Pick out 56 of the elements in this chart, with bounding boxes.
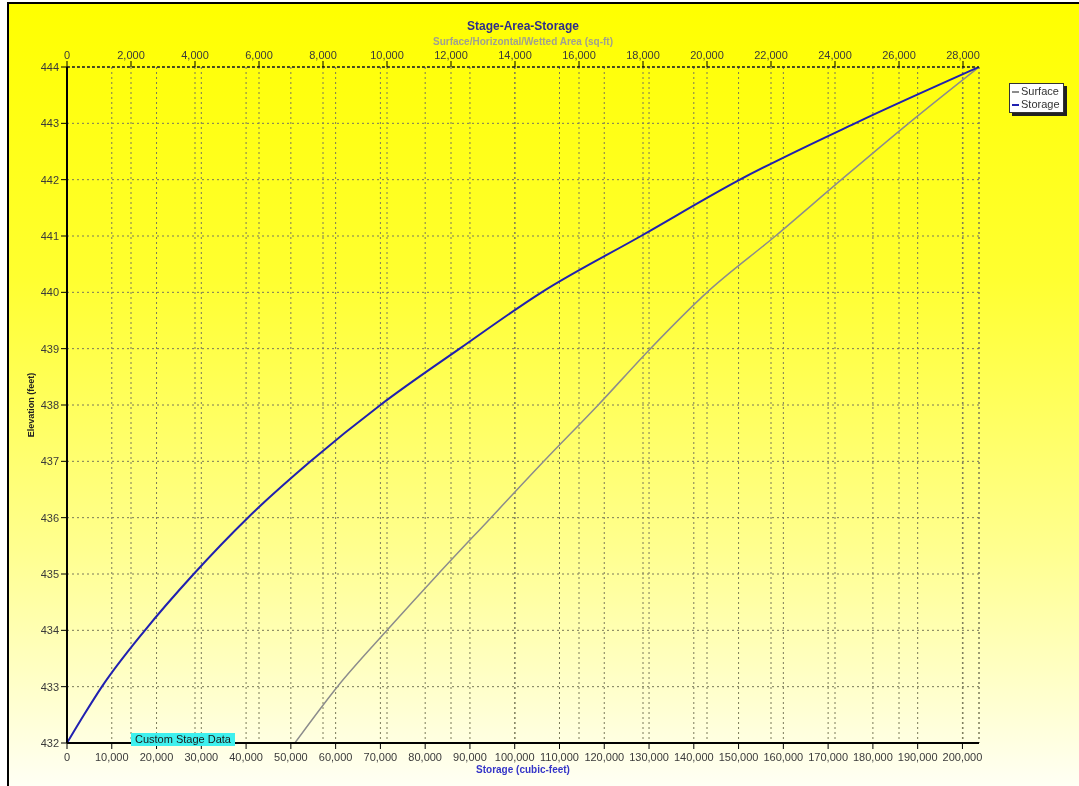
x2-tick-label: 26,000 [882, 49, 916, 61]
x2-tick-label: 10,000 [370, 49, 404, 61]
x-tick-label: 90,000 [453, 750, 487, 763]
y-tick-label: 436 [40, 511, 59, 524]
x-tick-label: 80,000 [408, 750, 442, 763]
x-tick-label: 20,000 [139, 750, 174, 763]
x-tick-label: 160,000 [763, 750, 804, 763]
x-tick-label: 120,000 [584, 750, 625, 763]
x-tick-label: 10,000 [94, 750, 129, 763]
y-tick-label: 433 [40, 680, 59, 693]
x-tick-label: 70,000 [363, 750, 398, 763]
y-tick-label: 441 [40, 229, 59, 242]
x-tick-label: 110,000 [540, 750, 579, 763]
y-tick-label: 438 [40, 398, 59, 411]
legend-label: Storage [1021, 98, 1060, 111]
x2-tick-label: 12,000 [434, 49, 468, 61]
x-tick-label: 40,000 [229, 750, 263, 763]
y-tick-label: 439 [40, 342, 59, 355]
annotation: Custom Stage Data [131, 733, 235, 746]
x-axis-title: Storage (cubic-feet) [476, 764, 570, 775]
y-axis-title: Elevation (feet) [26, 372, 37, 438]
y-tick-label: 442 [40, 173, 59, 186]
x2-tick-label: 0 [63, 49, 71, 61]
x-tick-label: 140,000 [673, 750, 714, 763]
y-tick-label: 432 [40, 736, 59, 749]
x2-tick-label: 16,000 [562, 49, 596, 61]
x-tick-label: 50,000 [274, 750, 308, 763]
x2-tick-label: 4,000 [181, 49, 209, 61]
x-tick-label: 60,000 [318, 750, 353, 763]
y-tick-label: 437 [40, 455, 59, 468]
x-tick-label: 30,000 [184, 750, 219, 763]
x-tick-label: 130,000 [629, 750, 669, 763]
x2-axis-title: Surface/Horizontal/Wetted Area (sq-ft) [432, 36, 614, 48]
y-tick-label: 435 [40, 567, 59, 580]
x-tick-label: 190,000 [897, 750, 938, 763]
x-tick-label: 200,000 [942, 750, 983, 763]
x2-tick-label: 24,000 [818, 49, 852, 61]
x-tick-label: 180,000 [853, 750, 893, 763]
x2-tick-label: 14,000 [498, 49, 532, 61]
x-tick-label: 170,000 [808, 750, 848, 763]
y-tick-label: 443 [40, 117, 59, 130]
x-tick-label: 100,000 [494, 750, 535, 763]
chart-title: Stage-Area-Storage [466, 19, 580, 33]
x-tick-label: 0 [63, 750, 71, 763]
legend-label: Surface [1021, 85, 1059, 98]
x2-tick-label: 20,000 [690, 49, 724, 61]
x2-tick-label: 22,000 [754, 49, 788, 61]
x2-tick-label: 18,000 [626, 49, 660, 61]
x-tick-label: 150,000 [718, 750, 759, 763]
y-tick-label: 444 [40, 60, 59, 73]
x2-tick-label: 8,000 [309, 49, 337, 61]
y-tick-label: 440 [40, 286, 59, 299]
x2-tick-label: 2,000 [117, 49, 145, 61]
x2-tick-label: 6,000 [245, 49, 273, 61]
y-tick-label: 434 [40, 624, 59, 637]
x2-tick-label: 28,000 [946, 49, 980, 61]
